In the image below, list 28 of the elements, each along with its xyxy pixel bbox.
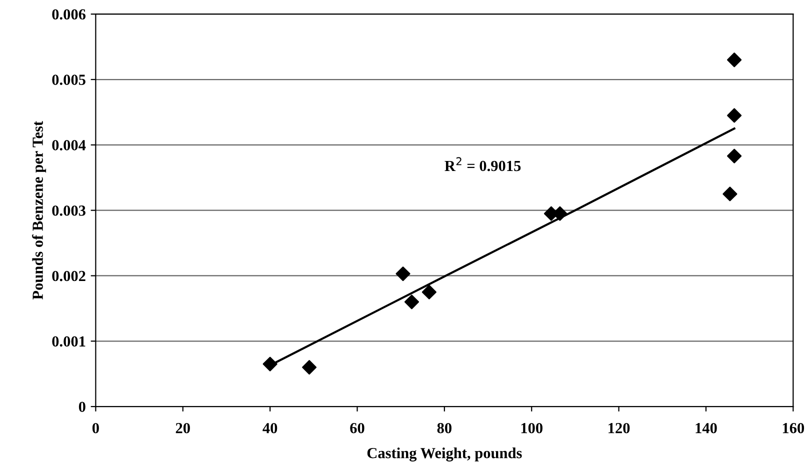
point <box>396 266 410 282</box>
point <box>727 52 742 68</box>
x-tick-label: 140 <box>696 422 717 434</box>
y-tick-label: 0 <box>78 402 86 412</box>
y-tick-label: 0.003 <box>52 205 86 216</box>
y-tick-label: 0.001 <box>52 336 86 347</box>
point <box>262 356 278 372</box>
x-axis-title: Casting Weight, pounds <box>367 447 522 462</box>
point <box>404 294 420 310</box>
point <box>422 284 436 300</box>
annotation: R$^{2}$ = 0.9015 <box>444 157 521 172</box>
y-axis-title: Pounds of Benzene per Test <box>32 120 46 300</box>
y-tick-label: 0.004 <box>52 140 86 150</box>
point <box>727 108 742 123</box>
x-tick-label: 160 <box>782 422 804 434</box>
y-tick-label: 0.006 <box>52 9 86 20</box>
x-tick-label: 40 <box>262 422 278 434</box>
x-tick-label: 100 <box>521 422 542 434</box>
x-tick-label: 20 <box>176 422 190 434</box>
point <box>302 360 317 375</box>
x-tick-label: 80 <box>437 422 452 434</box>
point <box>727 148 742 164</box>
y-tick-label: 0.002 <box>52 270 86 282</box>
x-tick-label: 0 <box>92 422 99 434</box>
point <box>722 186 738 202</box>
x-tick-label: 120 <box>608 422 630 434</box>
y-tick-label: 0.005 <box>52 74 86 86</box>
x-tick-label: 60 <box>350 422 364 434</box>
